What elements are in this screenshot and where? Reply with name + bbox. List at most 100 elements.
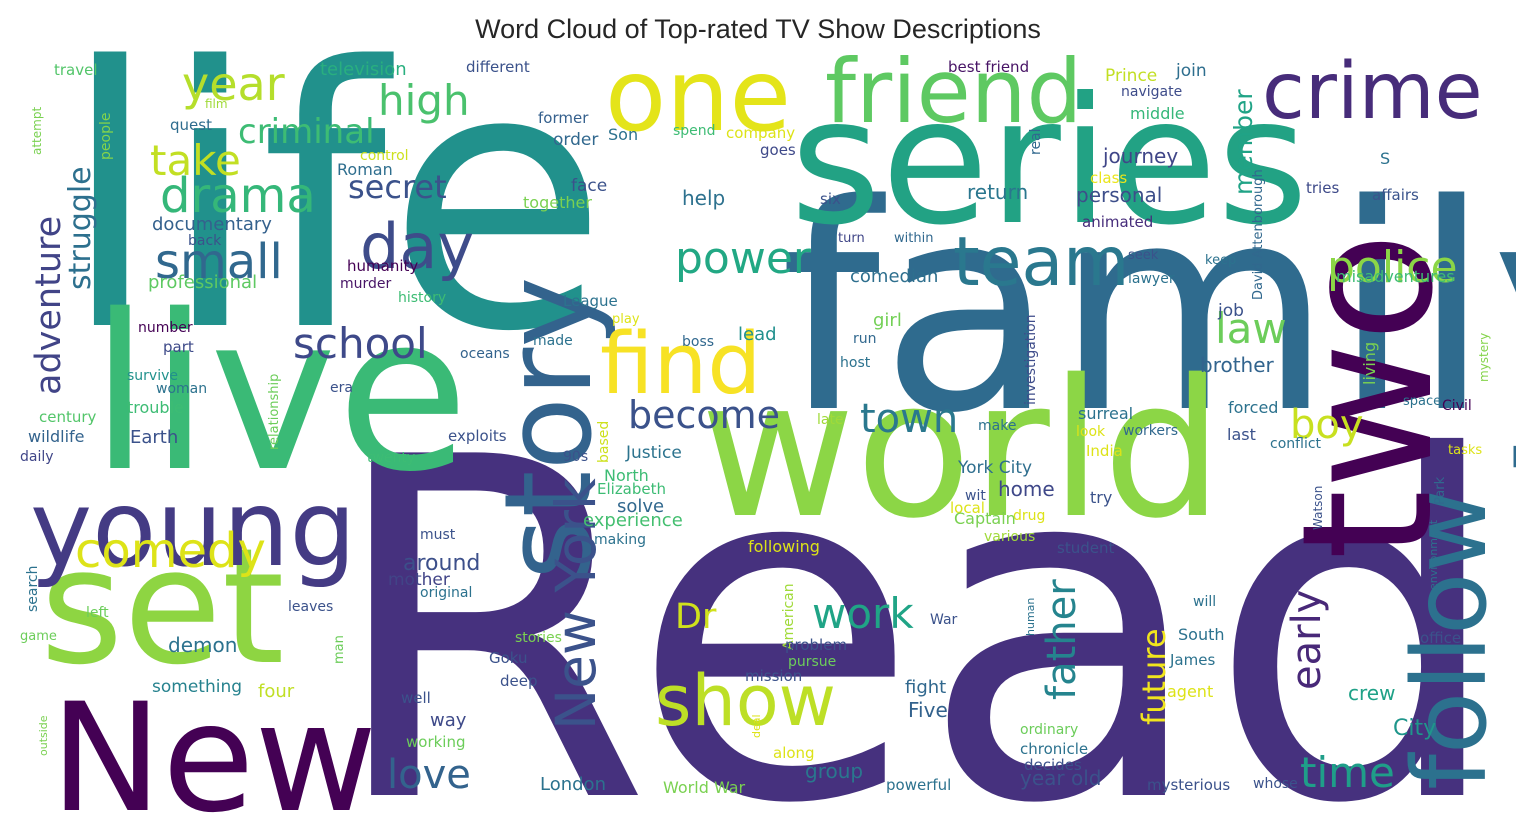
word-well: well: [401, 689, 431, 707]
word-forced: forced: [1228, 398, 1278, 417]
word-wildlife: wildlife: [28, 427, 85, 446]
word-goku: Goku: [489, 649, 528, 667]
word-mission: mission: [745, 667, 802, 685]
word-goes: goes: [760, 141, 796, 159]
word-surreal: surreal: [1078, 404, 1133, 423]
word-live: live: [90, 268, 469, 519]
word-struggle: struggle: [63, 166, 98, 290]
word-wit: wit: [965, 488, 986, 504]
word-make: make: [978, 418, 1016, 434]
word-left: left: [86, 605, 109, 621]
word-son: Son: [608, 125, 638, 144]
word-tries: tries: [1306, 179, 1339, 197]
word-fight: fight: [905, 677, 946, 698]
word-work: work: [812, 589, 914, 638]
word-powerful: powerful: [886, 776, 951, 794]
word-environment: environment: [1427, 519, 1440, 590]
word-mystery: mystery: [1477, 333, 1491, 382]
word-york-city: York City: [957, 458, 1032, 478]
word-david-attenborough: David Attenborough: [1251, 169, 1266, 300]
word-survive: survive: [127, 368, 178, 384]
word-american: American: [781, 583, 797, 650]
word-comedian: comedian: [850, 266, 938, 287]
word-comedy: comedy: [75, 523, 266, 579]
word-back: back: [188, 233, 222, 249]
word-leaves: leaves: [288, 599, 333, 615]
word-something: something: [152, 677, 242, 697]
word-try: try: [1090, 488, 1112, 507]
word-human: human: [1024, 598, 1037, 636]
word-attempt: attempt: [30, 107, 44, 155]
word-professional: professional: [148, 272, 257, 293]
word-north: North: [604, 466, 649, 485]
word-exploits: exploits: [448, 427, 507, 445]
word-father: father: [1039, 579, 1085, 700]
word-love: love: [387, 752, 471, 798]
word-year: year: [182, 57, 285, 111]
word-lead: lead: [738, 324, 777, 345]
word-together: together: [523, 193, 592, 212]
word-experience: experience: [583, 510, 683, 531]
word-town: town: [860, 396, 958, 442]
word-watson: Watson: [1311, 486, 1325, 530]
word-series: series: [790, 61, 1308, 264]
chart-title: Word Cloud of Top-rated TV Show Descript…: [475, 14, 1041, 44]
word-job: job: [1217, 301, 1244, 321]
word-return: return: [967, 180, 1028, 204]
word-following: following: [748, 537, 820, 556]
word-four: four: [258, 681, 295, 702]
word-middle: middle: [1130, 104, 1185, 123]
word-secret: secret: [348, 168, 447, 206]
word-member: member: [1229, 89, 1258, 195]
word-office: office: [1420, 629, 1461, 647]
word-humanity: humanity: [347, 257, 418, 275]
word-read: Read: [325, 359, 1506, 816]
word-number: number: [138, 320, 193, 336]
word-play: play: [612, 312, 640, 327]
word-navigate: navigate: [1121, 84, 1182, 100]
word-last: last: [1227, 425, 1256, 444]
word-police: police: [1327, 242, 1458, 293]
word-solve: solve: [617, 496, 664, 517]
word-outside: outside: [37, 715, 50, 756]
word-world: world: [700, 339, 1223, 560]
word-daily: daily: [20, 449, 54, 465]
word-keep: keep: [1205, 253, 1236, 268]
word-life: life: [60, 0, 608, 410]
word-family: family: [780, 144, 1516, 476]
word-making: making: [594, 532, 646, 548]
word-ordinary: ordinary: [1020, 722, 1078, 738]
word-elizabeth: Elizabeth: [597, 480, 666, 498]
word-control: control: [360, 148, 409, 164]
word-pursue: pursue: [788, 654, 836, 670]
word-london: London: [540, 774, 606, 795]
word-twenty: twenty: [367, 450, 415, 466]
word-different: different: [466, 58, 530, 76]
word-workers: workers: [1123, 423, 1178, 439]
word-home: home: [998, 477, 1055, 501]
word-way: way: [430, 710, 467, 731]
word-game: game: [20, 629, 57, 644]
word-team: team: [953, 223, 1129, 302]
word-roman: Roman: [337, 160, 393, 179]
word-journey: journey: [1102, 144, 1178, 168]
word-history: history: [398, 290, 446, 306]
word-help: help: [682, 186, 725, 210]
word-film: film: [205, 97, 228, 111]
word-misadventures: misadventures: [1336, 267, 1455, 286]
word-girl: girl: [873, 310, 902, 331]
word-deal: deal: [750, 714, 763, 738]
word-animated: animated: [1082, 213, 1153, 231]
word-working: working: [406, 733, 466, 751]
word-find: find: [600, 315, 761, 414]
word-conflict: conflict: [1270, 436, 1322, 452]
word-deep: deep: [500, 672, 538, 690]
word-problem: problem: [785, 636, 847, 654]
word-affairs: affairs: [1372, 186, 1419, 204]
word-along: along: [773, 744, 815, 762]
word-century: century: [39, 408, 97, 426]
word-small: small: [155, 234, 283, 290]
word-chronicle: chronicle: [1020, 740, 1088, 758]
word-year-old: year old: [1020, 766, 1101, 790]
